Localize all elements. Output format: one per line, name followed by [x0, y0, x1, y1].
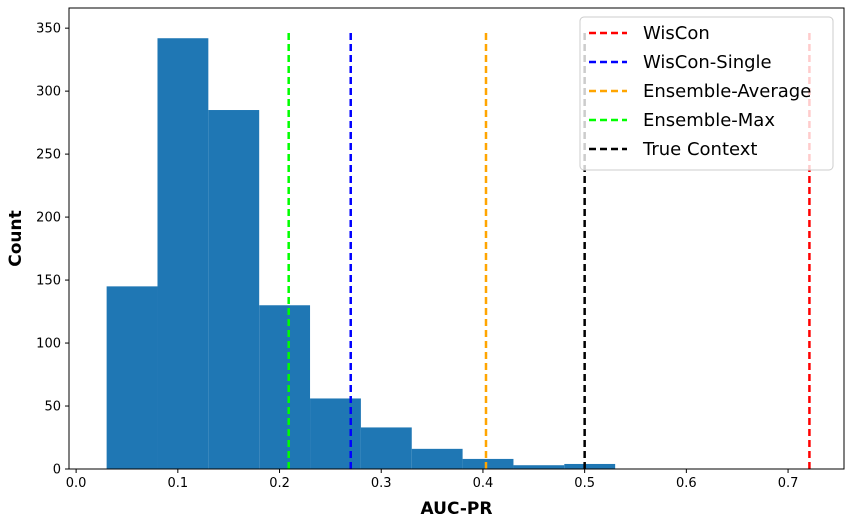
histogram-bar	[462, 458, 514, 469]
x-tick-label: 0.6	[676, 476, 697, 491]
legend-label: True Context	[642, 139, 757, 160]
y-axis-title: Count	[6, 210, 26, 267]
histogram-bar	[259, 305, 311, 469]
histogram-bar	[208, 110, 260, 469]
x-tick-label: 0.3	[371, 476, 392, 491]
y-tick-label: 100	[36, 337, 61, 352]
y-tick-label: 200	[36, 211, 61, 226]
histogram-bars	[106, 38, 616, 470]
y-tick-label: 300	[36, 85, 61, 100]
legend: WisCon WisCon-Single Ensemble-Average Ensem…	[579, 16, 834, 171]
plot-frame	[68, 7, 845, 470]
histogram-bar	[310, 398, 361, 469]
histogram-bar	[411, 448, 463, 469]
y-tick-label: 50	[44, 400, 61, 415]
histogram-bar	[564, 463, 616, 469]
legend-label: Ensemble-Average	[643, 81, 811, 102]
x-tick-label: 0.0	[66, 476, 87, 491]
x-tick-label: 0.5	[574, 476, 595, 491]
y-axis-ticks: 0 50 100 150 200 250 300 350	[36, 22, 69, 478]
x-axis-title: AUC-PR	[421, 499, 493, 519]
x-tick-label: 0.7	[778, 476, 799, 491]
legend-box	[579, 16, 834, 171]
x-axis-ticks: 0.0 0.1 0.2 0.3 0.4 0.5 0.6 0.7	[66, 469, 799, 491]
legend-label: WisCon	[643, 23, 710, 44]
y-tick-label: 250	[36, 148, 61, 163]
histogram-bar	[513, 465, 565, 469]
x-tick-label: 0.1	[167, 476, 188, 491]
histogram-bar	[360, 427, 412, 469]
y-tick-label: 150	[36, 274, 61, 289]
x-tick-label: 0.2	[269, 476, 290, 491]
histogram-bar	[157, 38, 209, 470]
y-tick-label: 350	[36, 22, 61, 37]
legend-label: WisCon-Single	[643, 52, 772, 73]
x-tick-label: 0.4	[473, 476, 494, 491]
y-tick-label: 0	[53, 463, 61, 478]
legend-label: Ensemble-Max	[643, 110, 775, 131]
histogram-bar	[106, 286, 158, 469]
